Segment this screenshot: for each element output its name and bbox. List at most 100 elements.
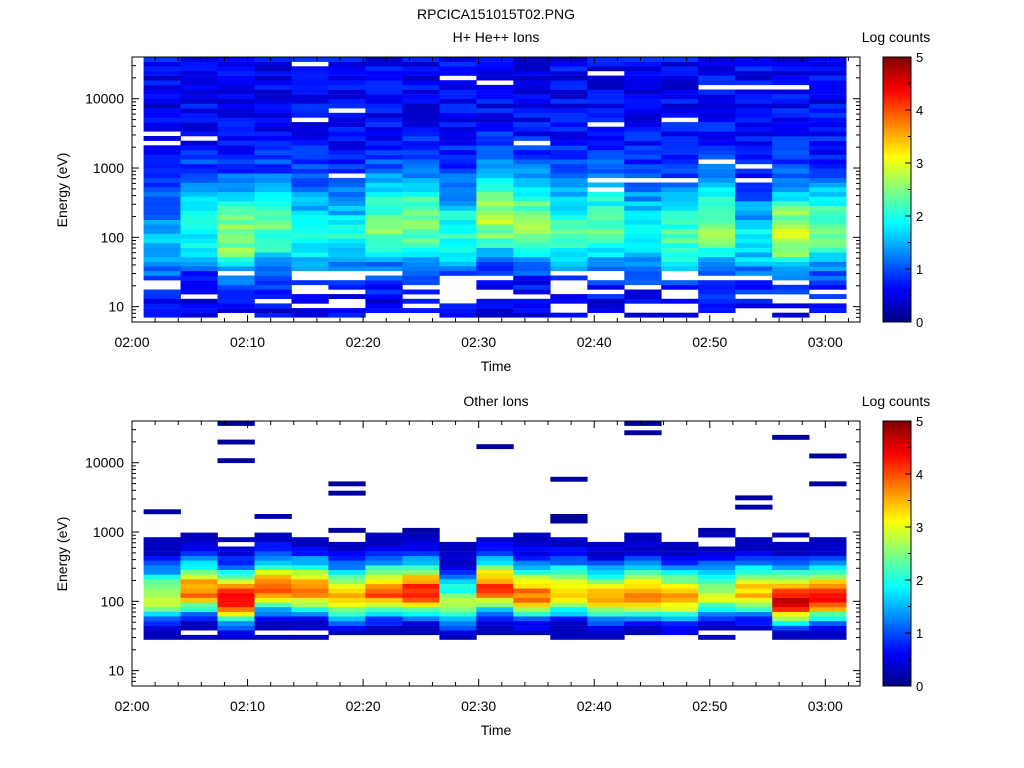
heatmap-cell [513,565,551,570]
heatmap-cell [550,602,588,608]
heatmap-cell [587,89,625,95]
heatmap-cell [402,201,440,206]
heatmap-cell [661,122,699,127]
colorbar-tick-label: 3 [916,156,923,171]
heatmap-cell [439,66,477,72]
heatmap-cell [291,136,329,141]
heatmap-cell [402,298,440,304]
heatmap-cell [291,126,329,132]
heatmap-cell [291,597,329,603]
heatmap-cell [513,270,551,276]
heatmap-cell [254,294,292,299]
heatmap-cell [143,84,181,90]
heatmap-cell [698,70,736,76]
heatmap-cell [254,229,292,234]
heatmap-cell [587,634,625,640]
heatmap-cell [291,233,329,239]
heatmap-cell [439,308,477,313]
heatmap-cell [809,159,847,165]
heatmap-cell [698,201,736,206]
colorbar-tick-label: 2 [916,209,923,224]
panel-other-ions: Other Ions Log counts 02:00 02:10 02:20 02:… [54,393,930,738]
heatmap-cell [439,634,477,640]
heatmap-cell [550,163,588,169]
heatmap-cell [624,247,662,253]
heatmap-cell [328,61,366,67]
heatmap-cell [772,136,810,141]
heatmap-cell [624,546,662,552]
heatmap-cell [661,583,699,589]
heatmap-cell [550,103,588,109]
heatmap-cell [587,560,625,566]
heatmap-cell [217,256,255,262]
heatmap-cell [698,89,736,95]
heatmap-cell [143,196,181,202]
heatmap-cell [254,75,292,81]
heatmap-cell [328,201,366,206]
heatmap-cell [550,215,588,220]
heatmap-cell [587,583,625,589]
heatmap-cell [476,168,514,174]
heatmap-cell [550,108,588,113]
heatmap-cell [513,201,551,206]
heatmap-cell [180,84,218,90]
heatmap-cell [661,57,699,62]
heatmap-cell [439,588,477,594]
heatmap-cell [291,145,329,151]
heatmap-cell [328,168,366,174]
heatmap-cell [661,312,699,318]
heatmap-cell [365,145,403,151]
heatmap-cell [698,569,736,575]
heatmap-cell [180,108,218,113]
heatmap-cell [365,75,403,81]
heatmap-cell [254,150,292,155]
heatmap-cell [624,168,662,174]
heatmap-cell [550,61,588,67]
heatmap-cell [254,607,292,612]
heatmap-cell [402,131,440,137]
heatmap-cell [513,219,551,225]
heatmap-cell [587,284,625,290]
heatmap-cell [328,261,366,267]
heatmap-cell [550,294,588,299]
heatmap-cell [661,602,699,608]
heatmap-cell [698,602,736,608]
heatmap-cell [254,233,292,239]
heatmap-cell [254,66,292,72]
heatmap-cell [772,597,810,603]
heatmap-cell [439,551,477,557]
panel-title: Other Ions [463,393,528,409]
heatmap-cell [476,597,514,603]
heatmap-cell [254,574,292,580]
heatmap-cell [735,187,773,193]
heatmap-cell [587,94,625,100]
heatmap-cell [735,303,773,309]
heatmap-cell [698,108,736,113]
heatmap-cell [624,256,662,262]
heatmap-cell [476,112,514,118]
heatmap-cell [291,196,329,202]
heatmap-cell [735,89,773,95]
heatmap-cell [402,196,440,202]
heatmap-cell [439,256,477,262]
heatmap-cell [624,94,662,100]
heatmap-cell [328,229,366,234]
heatmap-cell [402,551,440,557]
heatmap-cell [143,61,181,67]
heatmap-cell [365,565,403,570]
heatmap-cell [365,266,403,272]
heatmap-cell [698,583,736,589]
heatmap-cell [513,560,551,566]
heatmap-cell [550,177,588,183]
heatmap-cell [513,555,551,561]
heatmap-cell [291,625,329,631]
heatmap-cell [143,551,181,557]
heatmap-cell [291,98,329,104]
heatmap-cell [254,247,292,253]
heatmap-cell [291,243,329,248]
heatmap-cell [328,308,366,313]
heatmap-cell [365,275,403,281]
heatmap-cell [735,611,773,617]
heatmap-cell [661,579,699,584]
heatmap-cell [476,541,514,547]
